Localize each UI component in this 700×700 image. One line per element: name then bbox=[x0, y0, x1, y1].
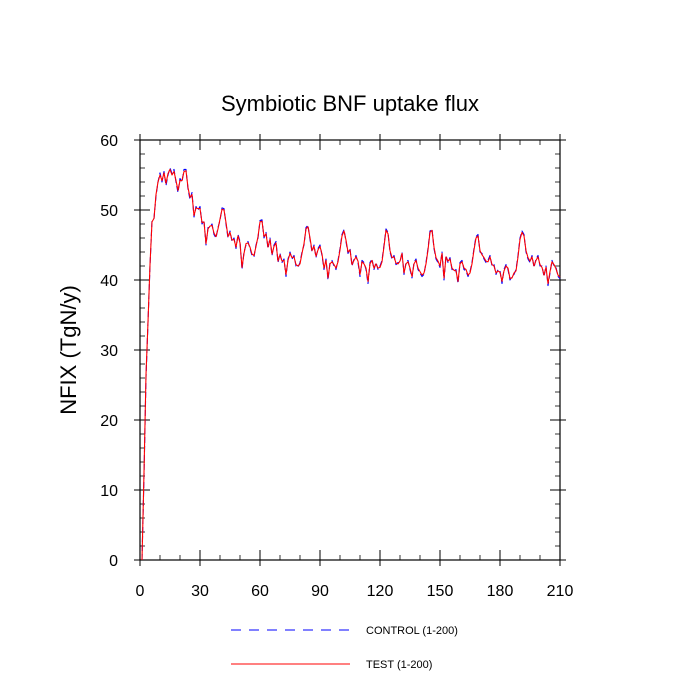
control-series-line bbox=[141, 167, 561, 561]
plot-frame bbox=[139, 139, 561, 561]
y-tick-label: 40 bbox=[100, 273, 118, 290]
axis-tick-labels: 0 30 60 90 120 150 180 210 0 10 20 30 40 50 60 bbox=[100, 133, 573, 600]
x-tick-label: 120 bbox=[367, 583, 394, 600]
axis-ticks bbox=[134, 134, 566, 566]
test-series-line bbox=[141, 168, 561, 561]
x-tick-label: 90 bbox=[311, 583, 329, 600]
plot-border bbox=[139, 139, 561, 561]
y-tick-label: 10 bbox=[100, 483, 118, 500]
y-tick-label: 0 bbox=[109, 553, 118, 570]
legend: CONTROL (1-200) TEST (1-200) bbox=[231, 625, 458, 671]
x-tick-label: 60 bbox=[251, 583, 269, 600]
x-tick-label: 180 bbox=[487, 583, 514, 600]
legend-control-label: CONTROL (1-200) bbox=[366, 625, 458, 637]
y-tick-label: 20 bbox=[100, 413, 118, 430]
legend-test-label: TEST (1-200) bbox=[366, 659, 432, 671]
y-tick-label: 60 bbox=[100, 133, 118, 150]
x-tick-label: 30 bbox=[191, 583, 209, 600]
y-tick-label: 30 bbox=[100, 343, 118, 360]
x-tick-label: 150 bbox=[427, 583, 454, 600]
chart-title: Symbiotic BNF uptake flux bbox=[221, 91, 479, 116]
y-tick-label: 50 bbox=[100, 203, 118, 220]
y-axis-label: NFIX (TgN/y) bbox=[56, 285, 81, 415]
series-lines bbox=[141, 167, 561, 561]
x-tick-label: 0 bbox=[136, 583, 145, 600]
x-tick-label: 210 bbox=[547, 583, 574, 600]
